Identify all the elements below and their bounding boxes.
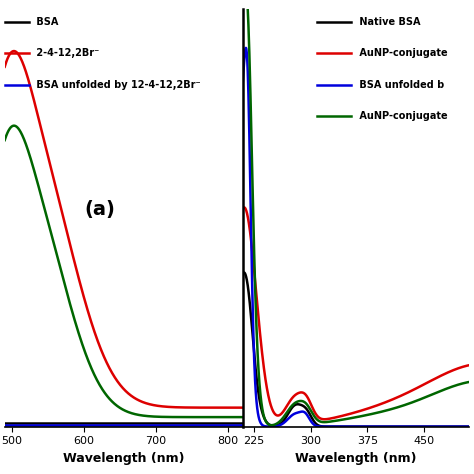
X-axis label: Wavelength (nm): Wavelength (nm)	[295, 452, 417, 465]
Text: 2-4-12,2Br⁻: 2-4-12,2Br⁻	[33, 48, 100, 58]
Text: BSA: BSA	[33, 17, 59, 27]
Text: AuNP-conjugate: AuNP-conjugate	[356, 111, 447, 121]
X-axis label: Wavelength (nm): Wavelength (nm)	[63, 452, 184, 465]
Text: Native BSA: Native BSA	[356, 17, 420, 27]
Text: (a): (a)	[84, 200, 115, 219]
Text: AuNP-conjugate: AuNP-conjugate	[356, 48, 447, 58]
Text: BSA unfolded by 12-4-12,2Br⁻: BSA unfolded by 12-4-12,2Br⁻	[33, 80, 201, 90]
Text: BSA unfolded b: BSA unfolded b	[356, 80, 444, 90]
